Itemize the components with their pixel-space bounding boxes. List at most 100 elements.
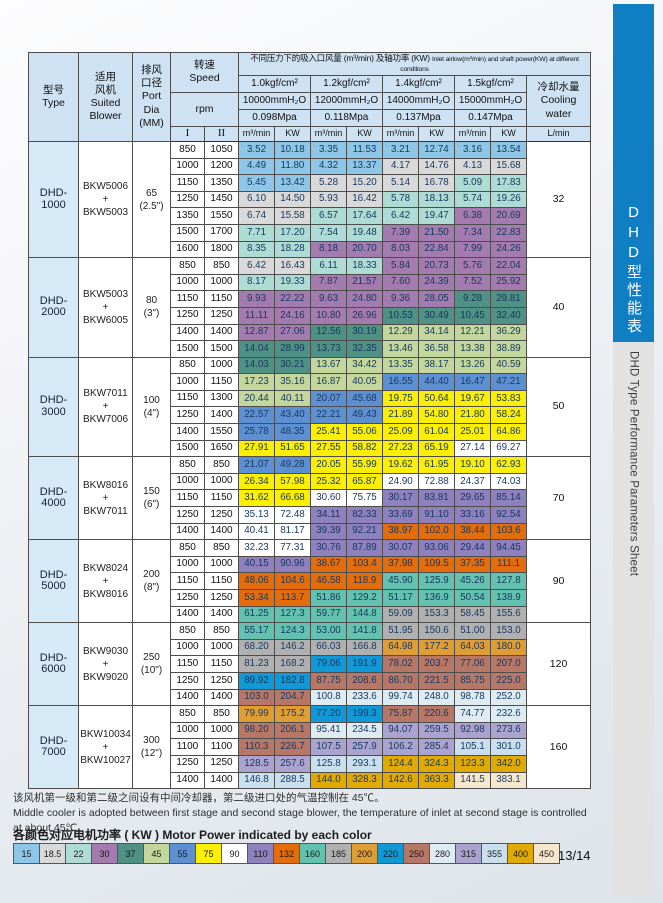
shaft-power-value: 19.48 — [346, 223, 383, 242]
flow-value: 8.18 — [310, 240, 347, 259]
shaft-power-value: 136.9 — [418, 589, 455, 607]
shaft-power-value: 288.5 — [274, 771, 311, 790]
flow-value: 5.14 — [382, 174, 419, 192]
speed-ii-value: 1550 — [204, 207, 239, 225]
shaft-power-value: 273.6 — [490, 721, 527, 740]
legend-swatch-250: 250 — [403, 843, 430, 864]
shaft-power-value: 36.58 — [418, 340, 455, 358]
flow-value: 26.34 — [238, 472, 275, 491]
shaft-power-value: 62.93 — [490, 456, 527, 474]
speed-i-value: 1250 — [170, 754, 205, 773]
shaft-power-value: 233.6 — [346, 688, 383, 707]
shaft-power-value: 35.16 — [274, 373, 311, 391]
shaft-power-value: 91.10 — [418, 506, 455, 524]
flow-value: 53.00 — [310, 622, 347, 640]
shaft-power-value: 226.7 — [274, 738, 311, 756]
speed-i-value: 1600 — [170, 240, 205, 259]
header-unit-flow-4: m³/min — [454, 125, 491, 142]
shaft-power-value: 153.0 — [490, 622, 527, 640]
legend-swatch-110: 110 — [247, 843, 274, 864]
speed-ii-value: 1000 — [204, 721, 239, 740]
speed-i-value: 1000 — [170, 373, 205, 391]
flow-value: 3.35 — [310, 140, 347, 159]
shaft-power-value: 103.4 — [346, 555, 383, 574]
performance-table: 型号 Type 适用 风机 Suited Blower 排风 口径 Port D… — [28, 52, 592, 790]
legend-swatch-185: 185 — [325, 843, 352, 864]
flow-value: 6.57 — [310, 207, 347, 225]
banner-en: Inlet airlow(m³/min) and shaft power(KW)… — [400, 56, 579, 74]
flow-value: 50.54 — [454, 589, 491, 607]
shaft-power-value: 72.48 — [274, 506, 311, 524]
speed-i-value: 1150 — [170, 290, 205, 308]
shaft-power-value: 16.78 — [418, 174, 455, 192]
flow-value: 79.99 — [238, 705, 275, 723]
flow-value: 64.03 — [454, 638, 491, 657]
flow-value: 142.6 — [382, 771, 419, 790]
header-speed: 转速 Speed — [170, 52, 239, 93]
header-mmh2o-1: 10000mmH₂O — [238, 91, 311, 110]
speed-i-value: 850 — [170, 257, 205, 275]
shaft-power-value: 257.6 — [274, 754, 311, 773]
shaft-power-value: 20.69 — [490, 207, 527, 225]
shaft-power-value: 40.05 — [346, 373, 383, 391]
header-speed-i: I — [170, 125, 205, 142]
legend-swatch-30: 30 — [91, 843, 118, 864]
flow-value: 4.49 — [238, 157, 275, 176]
flow-value: 24.37 — [454, 472, 491, 491]
speed-i-value: 1500 — [170, 340, 205, 358]
flow-value: 92.98 — [454, 721, 491, 740]
flow-value: 27.14 — [454, 439, 491, 458]
speed-ii-value: 1450 — [204, 190, 239, 209]
shaft-power-value: 125.9 — [418, 572, 455, 590]
flow-value: 30.17 — [382, 489, 419, 508]
flow-value: 6.11 — [310, 257, 347, 275]
flow-value: 10.53 — [382, 306, 419, 325]
note-en: Middle cooler is adopted between first s… — [13, 807, 587, 835]
flow-value: 13.67 — [310, 356, 347, 375]
shaft-power-value: 180.0 — [490, 638, 527, 657]
shaft-power-value: 74.03 — [490, 472, 527, 491]
shaft-power-value: 40.11 — [274, 389, 311, 408]
flow-value: 13.35 — [382, 356, 419, 375]
speed-i-value: 1250 — [170, 506, 205, 524]
flow-value: 7.54 — [310, 223, 347, 242]
flow-value: 144.0 — [310, 771, 347, 790]
flow-value: 5.78 — [382, 190, 419, 209]
speed-i-value: 1250 — [170, 589, 205, 607]
flow-value: 51.17 — [382, 589, 419, 607]
note-cn: 该风机第一级和第二级之间设有中间冷却器，第二级进口处的气温控制在 45℃。 — [13, 792, 385, 804]
flow-value: 33.69 — [382, 506, 419, 524]
page-number: 13/14 — [558, 848, 591, 863]
shaft-power-value: 55.06 — [346, 423, 383, 441]
flow-value: 6.10 — [238, 190, 275, 209]
flow-value: 86.70 — [382, 671, 419, 690]
motor-power-color-legend: 15 18.5 22 30 37 45 55 75 90 110 132 160 185 200 220 25… — [13, 843, 560, 864]
speed-ii-value: 850 — [204, 539, 239, 557]
shaft-power-value: 15.20 — [346, 174, 383, 192]
shaft-power-value: 61.04 — [418, 423, 455, 441]
flow-value: 99.74 — [382, 688, 419, 707]
shaft-power-value: 22.84 — [418, 240, 455, 259]
flow-value: 38.44 — [454, 522, 491, 541]
shaft-power-value: 177.2 — [418, 638, 455, 657]
flow-value: 123.3 — [454, 754, 491, 773]
legend-label: 各颜色对应电机功率 ( KW ) Motor Power indicated b… — [13, 828, 372, 842]
cooling-water-value: 70 — [525, 456, 592, 541]
speed-ii-value: 1250 — [204, 306, 239, 325]
shaft-power-value: 19.47 — [418, 207, 455, 225]
flow-value: 5.76 — [454, 257, 491, 275]
shaft-power-value: 21.50 — [418, 223, 455, 242]
flow-value: 31.62 — [238, 489, 275, 508]
header-pressure-2: 1.2kgf/cm² — [310, 74, 383, 93]
speed-ii-value: 1000 — [204, 555, 239, 574]
speed-ii-value: 850 — [204, 622, 239, 640]
speed-ii-value: 1400 — [204, 771, 239, 790]
flow-value: 6.42 — [382, 207, 419, 225]
flow-value: 19.10 — [454, 456, 491, 474]
flow-value: 5.84 — [382, 257, 419, 275]
banner-cn: 不同压力下的吸入口风量 (m³/min) 及轴功率 (KW) — [250, 53, 433, 63]
speed-i-value: 1500 — [170, 223, 205, 242]
speed-ii-value: 1200 — [204, 157, 239, 176]
flow-value: 25.32 — [310, 472, 347, 491]
